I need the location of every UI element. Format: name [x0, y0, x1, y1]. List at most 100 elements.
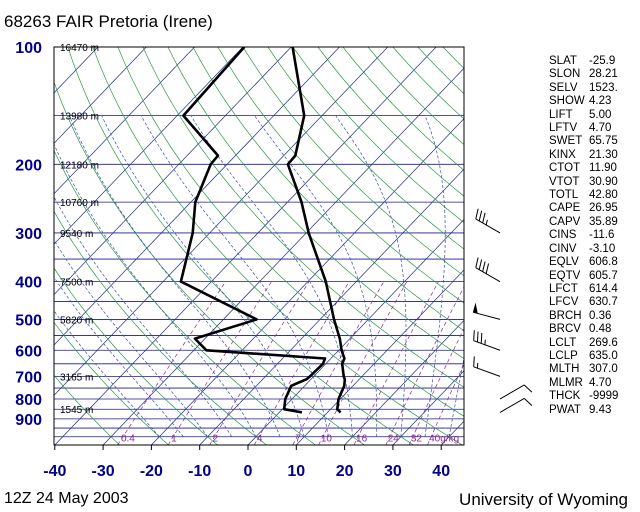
index-value: 30.90 [589, 175, 618, 188]
mixing-ratio-label: 2 [212, 434, 218, 445]
isotherm-line [247, 219, 464, 445]
index-value: 635.0 [589, 349, 618, 362]
index-row: LIFT 5.00 [549, 109, 631, 122]
isotherm-line [392, 370, 464, 445]
isotherm-line [54, 47, 389, 396]
moist-adiabat-line [424, 115, 446, 437]
index-row: SWET 65.75 [549, 135, 631, 148]
index-name: EQTV [549, 269, 581, 282]
index-value: 9.43 [589, 403, 612, 416]
height-label: 3165 m [60, 372, 93, 383]
height-label: 9540 m [60, 229, 93, 240]
wind-barb [499, 384, 533, 400]
observation-time: 12Z 24 May 2003 [4, 490, 129, 507]
index-row: VTOT 30.90 [549, 176, 631, 189]
dry-adiabat-line [192, 47, 464, 332]
profiles [179, 47, 347, 414]
index-row: THCK -9999 [549, 390, 631, 403]
height-label: 10760 m [60, 198, 99, 209]
index-name: KINX [549, 148, 576, 161]
isotherm-line [54, 47, 340, 346]
pressure-tick-label: 700 [15, 369, 42, 386]
index-row: LFCV 630.7 [549, 296, 631, 309]
index-value: 269.6 [589, 336, 618, 349]
chart-title: 68263 FAIR Pretoria (Irene) [4, 12, 213, 31]
isotherm-line [54, 47, 195, 195]
moist-adiabat-line [54, 196, 233, 437]
height-label: 16470 m [60, 43, 99, 54]
index-value: -9999 [589, 390, 619, 403]
pressure-tick-label: 400 [15, 275, 42, 292]
dry-adiabat-line [54, 81, 365, 445]
isotherm-line [54, 47, 437, 445]
temperature-tick-label: 20 [336, 463, 354, 480]
pressure-tick-label: 800 [15, 392, 42, 409]
pressure-tick-label: 600 [15, 343, 42, 360]
index-name: SHOW [549, 95, 585, 108]
index-value: 42.80 [589, 189, 618, 202]
isotherm-line [102, 67, 464, 445]
index-name: SWET [549, 135, 583, 148]
mixing-ratio-line [427, 363, 464, 445]
index-name: VTOT [549, 175, 580, 188]
height-labels: 16470 m 13980 m 12180 m 10760 m 9540 m 7500 m… [60, 43, 99, 416]
index-value: 4.23 [589, 95, 612, 108]
grid-lines [54, 47, 464, 445]
index-row: SHOW 4.23 [549, 95, 631, 108]
index-name: SLON [549, 68, 581, 81]
index-row: LCLT 269.6 [549, 337, 631, 350]
index-value: 1523. [589, 81, 618, 94]
dry-adiabat-line [54, 267, 218, 445]
dry-adiabat-line [67, 47, 414, 445]
index-value: 606.8 [589, 256, 618, 269]
mixing-ratio-label: 16 [356, 434, 368, 445]
height-label: 5820 m [60, 315, 93, 326]
index-name: CINS [549, 229, 577, 242]
index-row: SELV 1523. [549, 82, 631, 95]
mixing-ratio-line [292, 281, 385, 445]
pressure-tick-label: 200 [15, 157, 42, 174]
moist-adiabat-line [335, 115, 407, 437]
index-row: LFCT 614.4 [549, 283, 631, 296]
index-name: LIFT [549, 108, 573, 121]
index-name: CINV [549, 242, 577, 255]
mixing-ratio-label: 40g/kg [429, 434, 459, 445]
index-value: -25.9 [589, 55, 616, 67]
index-name: CAPV [549, 215, 581, 228]
dry-adiabat-line [292, 47, 464, 223]
index-value: -3.10 [589, 242, 616, 255]
temperature-tick-label: -10 [188, 463, 211, 480]
temperature-profile [286, 47, 347, 414]
index-row: CINS -11.6 [549, 229, 631, 242]
index-value: 26.95 [589, 202, 618, 215]
index-row: KINX 21.30 [549, 149, 631, 162]
plot-frame [53, 46, 465, 446]
index-value: 0.48 [589, 323, 612, 336]
isotherm-line [54, 47, 244, 245]
index-value: 11.90 [589, 162, 617, 175]
mixing-ratio-label: 24 [388, 434, 400, 445]
index-name: LCLT [549, 336, 577, 349]
moist-adiabat-line [448, 356, 464, 437]
wind-barb [475, 257, 501, 283]
moist-adiabat-line [54, 143, 257, 437]
index-name: BRCV [549, 323, 581, 336]
index-value: 65.75 [589, 135, 618, 148]
index-value: 4.70 [589, 376, 612, 389]
mixing-ratio-label: 4 [257, 434, 263, 445]
index-row: BRCH 0.36 [549, 310, 631, 323]
wind-barbs [472, 208, 533, 413]
index-row: CTOT 11.90 [549, 162, 631, 175]
index-name: CTOT [549, 162, 581, 175]
index-name: SELV [549, 81, 578, 94]
wind-barb [472, 302, 501, 320]
index-name: MLMR [549, 376, 583, 389]
temperature-tick-label: 30 [384, 463, 402, 480]
height-label: 12180 m [60, 160, 99, 171]
mixing-ratio-line [385, 286, 464, 445]
moist-adiabat-line [69, 115, 281, 437]
mixing-ratio-label: 32 [411, 434, 423, 445]
moist-adiabat-line [190, 115, 353, 437]
dry-adiabat-line [54, 149, 316, 445]
